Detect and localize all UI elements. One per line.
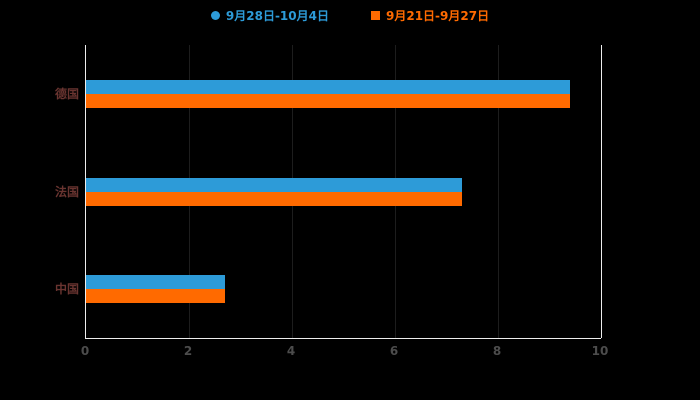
bar-中国-9月21日-9月27日: [86, 289, 226, 304]
legend-label: 9月28日-10月4日: [225, 9, 329, 23]
x-tick-label-4: 4: [286, 344, 296, 358]
legend-marker-square-icon: [371, 11, 380, 20]
x-tick-label-8: 8: [492, 344, 502, 358]
category-label-德国: 德国: [54, 86, 79, 101]
legend-marker-circle-icon: [210, 11, 220, 20]
category-label-中国: 中国: [54, 282, 79, 297]
bar-德国-9月21日-9月27日: [86, 93, 571, 108]
x-tick-label-0: 0: [80, 344, 90, 358]
bar-法国-9月21日-9月27日: [86, 191, 462, 206]
category-label-法国: 法国: [54, 184, 79, 199]
bar-中国-9月28日-10月4日: [86, 275, 226, 290]
x-tick-label-2: 2: [183, 344, 193, 358]
legend-label: 9月21日-9月27日: [386, 9, 490, 23]
legend-item-0[interactable]: 9月28日-10月4日: [210, 7, 329, 24]
x-tick-label-6: 6: [389, 344, 399, 358]
plot-area: [85, 45, 602, 339]
legend-item-1[interactable]: 9月21日-9月27日: [371, 7, 489, 24]
gridline-x-10: [601, 45, 602, 338]
bar-法国-9月28日-10月4日: [86, 177, 462, 192]
legend: 9月28日-10月4日 9月21日-9月27日: [0, 7, 700, 24]
gridline-x-8: [498, 45, 499, 338]
bar-德国-9月28日-10月4日: [86, 79, 571, 94]
x-tick-label-10: 10: [591, 344, 609, 358]
